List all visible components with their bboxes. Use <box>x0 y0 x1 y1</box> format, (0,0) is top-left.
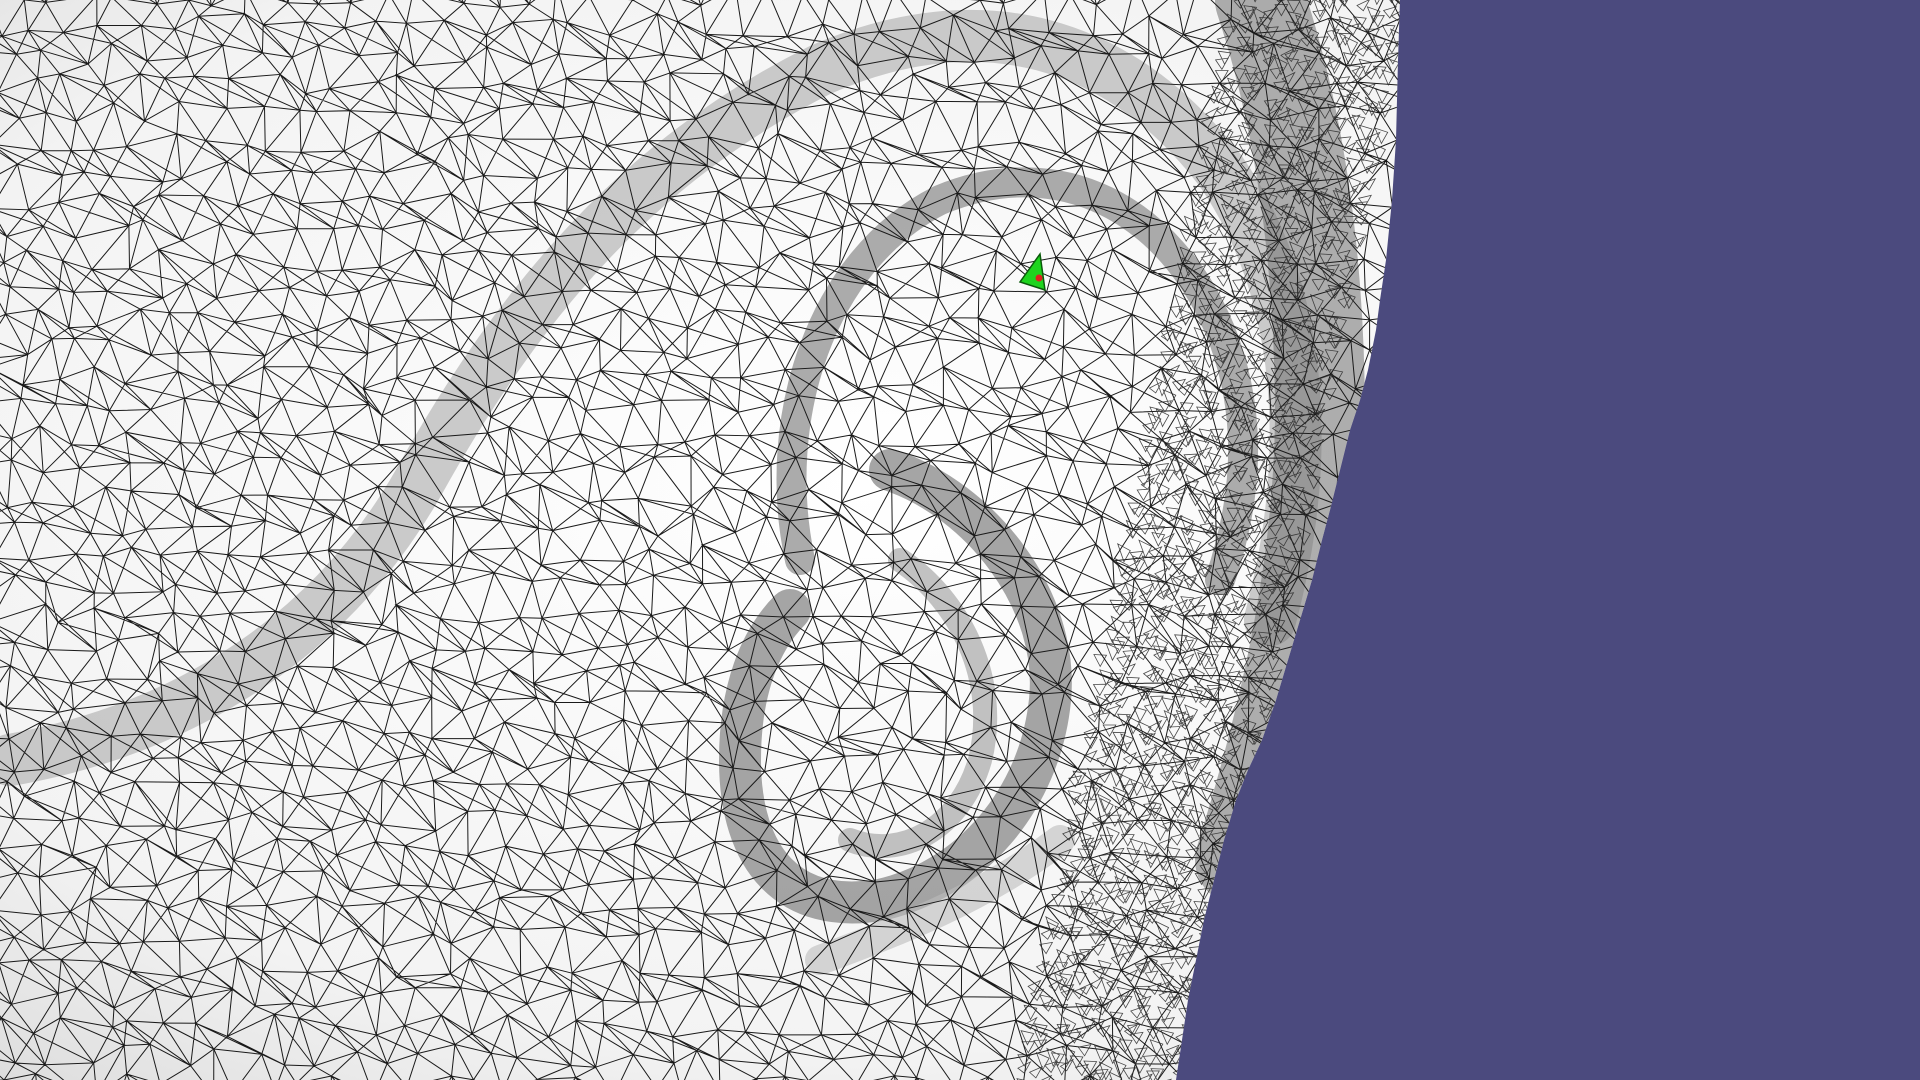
selected-cell[interactable] <box>1018 252 1046 292</box>
mesh-edges <box>0 0 1400 1080</box>
antihelix-shadow <box>718 449 1072 924</box>
picked-point-marker <box>1035 274 1043 282</box>
lower-fold-shadow <box>805 825 1075 975</box>
concha-shadow <box>838 548 998 859</box>
